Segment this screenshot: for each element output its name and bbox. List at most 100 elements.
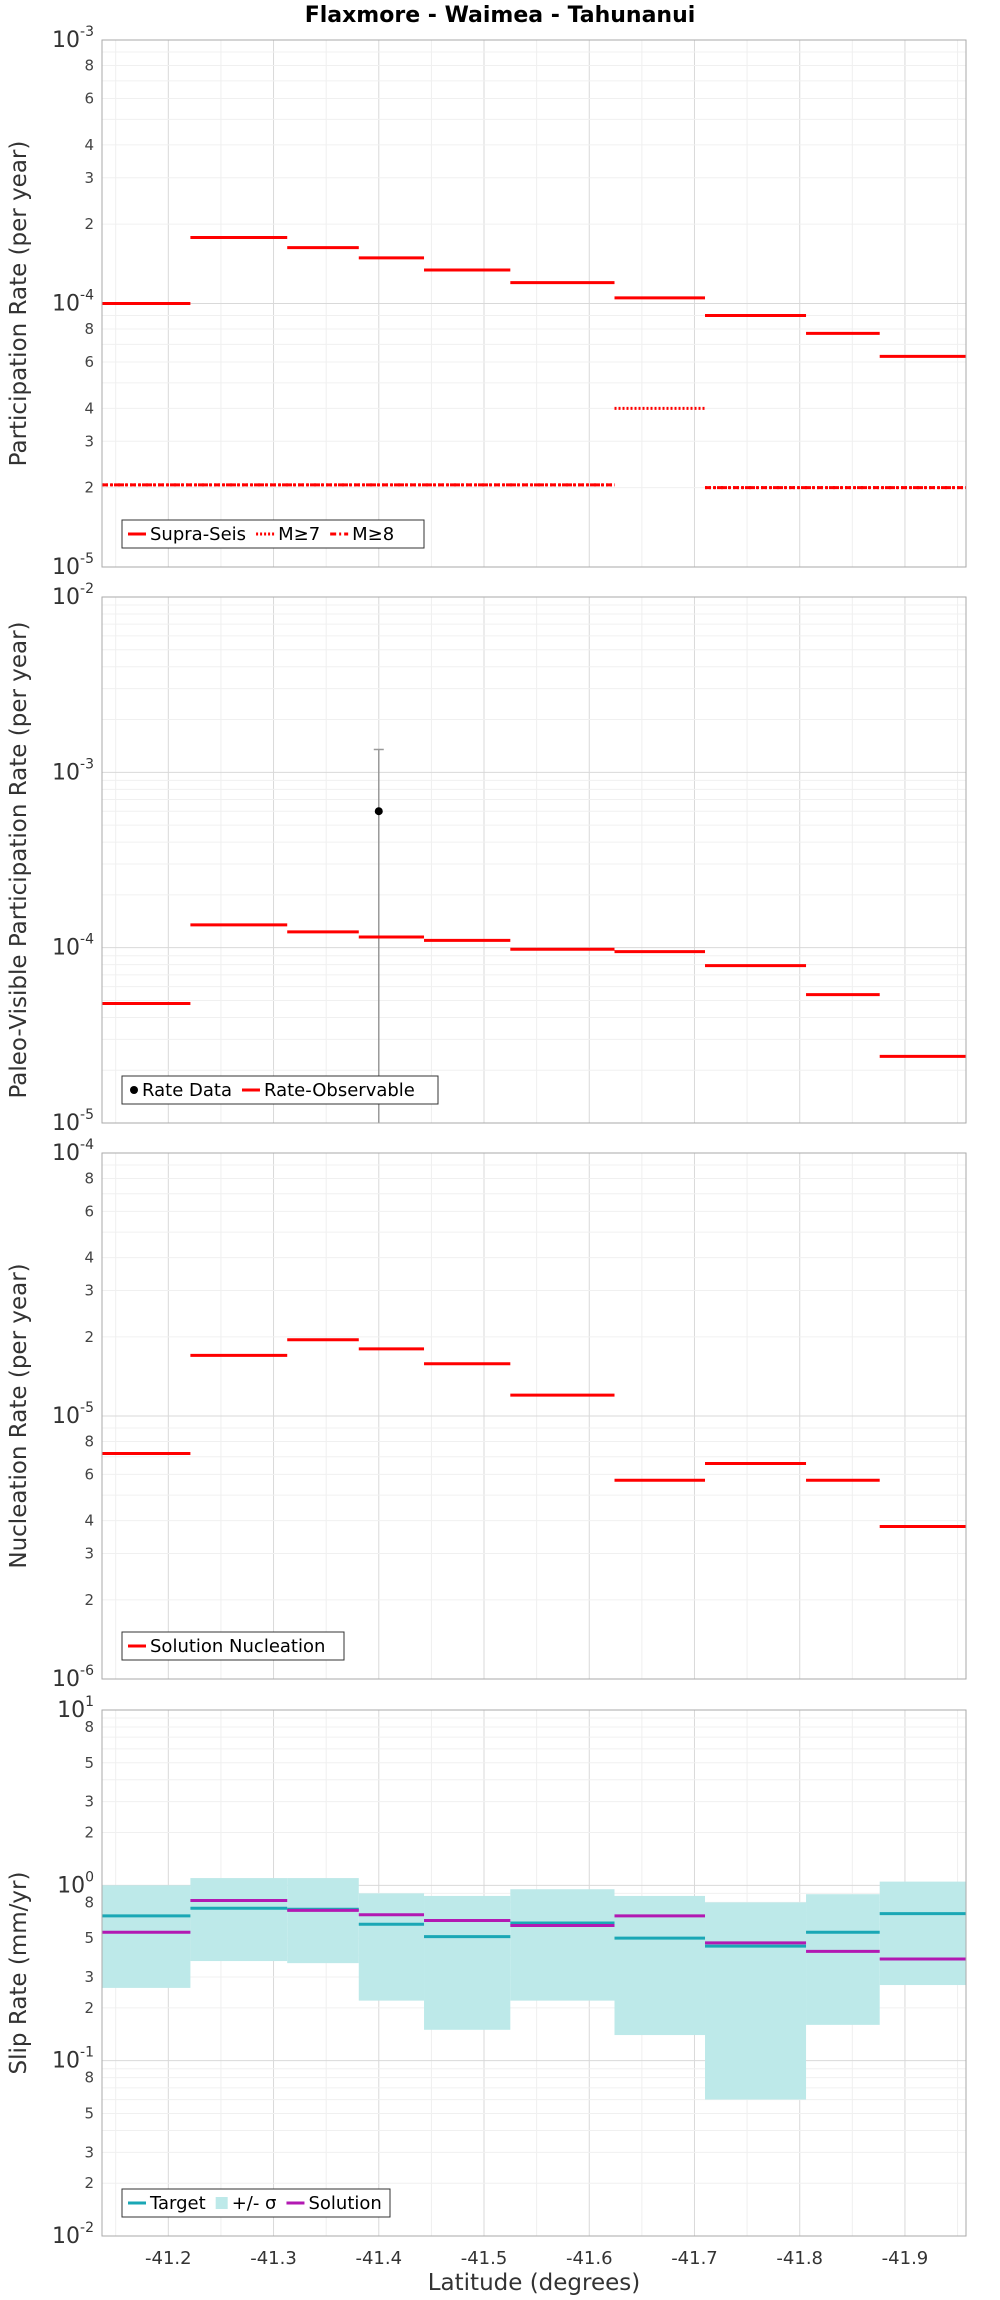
legend: Supra-Seis M≥7 M≥8 xyxy=(121,519,425,549)
y-tick-label: 101 xyxy=(57,1694,94,1723)
legend-entry: M≥7 xyxy=(278,524,320,545)
sigma-band-segment xyxy=(190,1878,288,1962)
y-tick-label: 10-2 xyxy=(52,581,94,610)
x-tick-label: -41.2 xyxy=(145,2248,192,2269)
y-tick-label: 10-6 xyxy=(52,1663,94,1692)
y-minor-tick-label: 2 xyxy=(84,1328,94,1346)
rate-data-point xyxy=(374,807,383,816)
y-minor-tick-label: 6 xyxy=(84,89,94,107)
plot-frame xyxy=(101,596,967,1124)
y-minor-tick-label: 5 xyxy=(84,1929,94,1947)
y-tick-label: 100 xyxy=(57,1869,94,1898)
y-tick-label: 10-1 xyxy=(52,2045,94,2074)
y-tick-label: 10-5 xyxy=(52,1400,94,1429)
y-minor-tick-label: 4 xyxy=(84,399,94,417)
panel-3: 10-6 10-5 10-4 2 3 4 6 8 2 3 4 6 8 Nucleation Rate (p… xyxy=(6,1137,967,1692)
legend-entry: +/- σ xyxy=(232,2193,277,2214)
x-tick-label: -41.3 xyxy=(250,2248,297,2269)
legend-box xyxy=(121,1631,345,1661)
sigma-band-segment xyxy=(806,1894,880,2025)
x-axis-label: Latitude (degrees) xyxy=(428,2270,641,2296)
y-axis-label: Participation Rate (per year) xyxy=(6,141,32,467)
y-minor-tick-label: 2 xyxy=(84,1824,94,1842)
y-axis-label: Paleo-Visible Participation Rate (per ye… xyxy=(6,621,32,1098)
plot-area xyxy=(102,597,966,1123)
y-minor-tick-label: 2 xyxy=(84,215,94,233)
y-minor-tick-label: 6 xyxy=(84,1465,94,1483)
y-minor-tick-label: 8 xyxy=(84,57,94,75)
y-tick-label: 10-4 xyxy=(52,1137,94,1166)
legend-box xyxy=(121,1075,439,1105)
y-minor-tick-label: 3 xyxy=(84,1793,94,1811)
y-minor-tick-label: 3 xyxy=(84,169,94,187)
legend: Target +/- σ Solution xyxy=(121,2188,391,2218)
y-tick-label: 10-3 xyxy=(52,24,94,53)
plot-frame xyxy=(101,39,967,568)
y-tick-label: 10-5 xyxy=(52,1107,94,1136)
panel-2: 10-5 10-4 10-3 10-2 Paleo-Visible Participat… xyxy=(6,581,967,1136)
y-minor-tick-label: 2 xyxy=(84,1591,94,1609)
y-minor-tick-label: 6 xyxy=(84,353,94,371)
y-tick-label: 10-3 xyxy=(52,756,94,785)
y-minor-tick-label: 2 xyxy=(84,1999,94,2017)
y-minor-tick-label: 3 xyxy=(84,432,94,450)
plot-frame xyxy=(101,1152,967,1680)
y-minor-tick-label: 8 xyxy=(84,1718,94,1736)
y-axis-label: Slip Rate (mm/yr) xyxy=(6,1872,32,2075)
x-tick-label: -41.7 xyxy=(671,2248,718,2269)
legend-symbol xyxy=(215,2197,228,2209)
legend-entry: Supra-Seis xyxy=(150,524,246,545)
y-tick-label: 10-2 xyxy=(52,2220,94,2249)
sigma-band-segment xyxy=(614,1895,706,2036)
y-minor-tick-label: 3 xyxy=(84,2143,94,2161)
panel-1: 10-5 10-4 10-3 2 3 4 6 8 2 3 4 6 8 Participation Rate… xyxy=(6,24,967,580)
y-minor-tick-label: 4 xyxy=(84,136,94,154)
y-minor-tick-label: 4 xyxy=(84,1249,94,1267)
y-minor-tick-label: 8 xyxy=(84,1893,94,1911)
y-minor-tick-label: 5 xyxy=(84,2104,94,2122)
y-tick-label: 10-4 xyxy=(52,932,94,961)
legend-entry: Solution xyxy=(308,2193,381,2214)
y-minor-tick-label: 3 xyxy=(84,1545,94,1563)
y-minor-tick-label: 3 xyxy=(84,1968,94,1986)
sigma-band-segment xyxy=(510,1889,615,2001)
y-minor-tick-label: 2 xyxy=(84,479,94,497)
y-minor-tick-label: 2 xyxy=(84,2174,94,2192)
x-axis: -41.2 -41.3 -41.4 -41.5 -41.6 -41.7 -41.8 -41.9 xyxy=(145,2248,928,2269)
legend-box xyxy=(121,2188,391,2218)
sigma-band-segment xyxy=(287,1878,359,1964)
chart-title: Flaxmore - Waimea - Tahunanui xyxy=(305,3,696,28)
x-tick-label: -41.4 xyxy=(355,2248,402,2269)
panel-4: 10-2 10-1 100 101 2 3 5 8 2 3 5 8 2 3 5 8 Slip Rate (mm/… xyxy=(6,1694,967,2249)
y-minor-tick-label: 8 xyxy=(84,1432,94,1450)
legend: Rate Data Rate-Observable xyxy=(121,1075,439,1105)
sigma-band-segment xyxy=(424,1895,511,2030)
y-tick-label: 10-4 xyxy=(52,288,94,317)
sigma-band-segment xyxy=(705,1902,807,2100)
y-axis-label: Nucleation Rate (per year) xyxy=(6,1263,32,1568)
y-minor-tick-label: 4 xyxy=(84,1512,94,1530)
y-minor-tick-label: 6 xyxy=(84,1202,94,1220)
legend-entry: Rate Data xyxy=(142,1080,232,1101)
x-tick-label: -41.9 xyxy=(882,2248,929,2269)
legend: Solution Nucleation xyxy=(121,1631,345,1661)
legend-symbol xyxy=(130,1086,138,1094)
x-tick-label: -41.5 xyxy=(461,2248,508,2269)
y-minor-tick-label: 8 xyxy=(84,2069,94,2087)
y-minor-tick-label: 5 xyxy=(84,1754,94,1772)
y-tick-label: 10-5 xyxy=(52,551,94,580)
y-minor-tick-label: 3 xyxy=(84,1282,94,1300)
x-tick-label: -41.6 xyxy=(566,2248,613,2269)
y-minor-tick-label: 8 xyxy=(84,320,94,338)
sigma-band-segment xyxy=(358,1893,425,2001)
plot-frame xyxy=(101,1709,967,2237)
sigma-band-segment xyxy=(102,1885,191,1988)
legend-entry: M≥8 xyxy=(352,524,394,545)
x-tick-label: -41.8 xyxy=(776,2248,823,2269)
legend-entry: Solution Nucleation xyxy=(150,1636,325,1657)
legend-entry: Target xyxy=(149,2193,206,2214)
legend-entry: Rate-Observable xyxy=(264,1080,415,1101)
y-minor-tick-label: 8 xyxy=(84,1169,94,1187)
